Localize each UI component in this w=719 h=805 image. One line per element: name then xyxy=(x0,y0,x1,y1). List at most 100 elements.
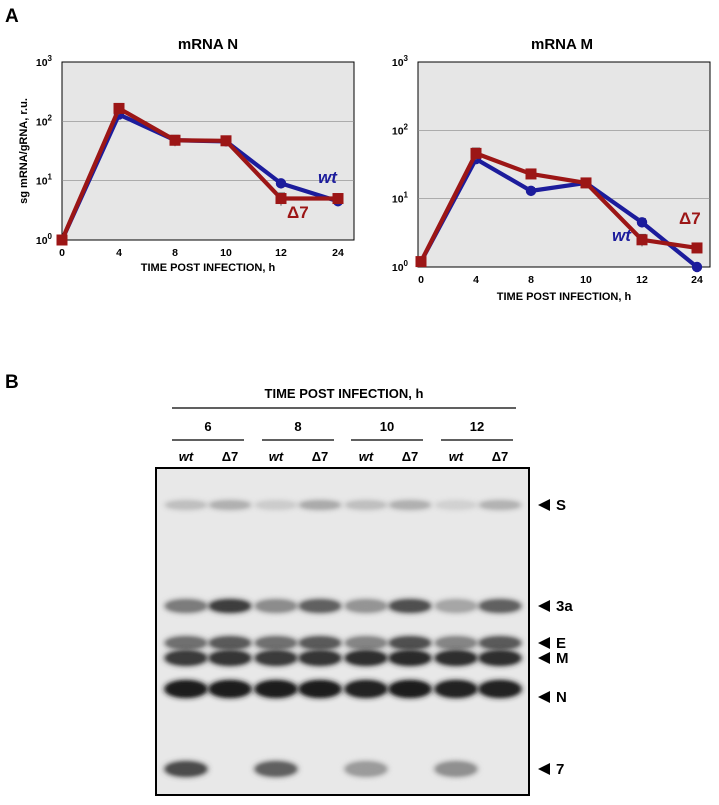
band-core xyxy=(257,638,295,648)
band-row-3a xyxy=(164,599,522,613)
x-tick-label: 4 xyxy=(116,247,122,259)
series-delta7 xyxy=(415,147,703,268)
band-core xyxy=(211,502,249,508)
band-core xyxy=(301,652,339,664)
arrow-left-icon xyxy=(538,499,550,511)
time-label: 10 xyxy=(380,419,394,434)
y-tick-label: 102 xyxy=(36,113,53,128)
chart-title: mRNA N xyxy=(178,36,238,53)
band-core xyxy=(301,601,339,611)
chart-mrna-m: mRNA M 100 101 102 103 0 4 8 10 12 24 TI… xyxy=(392,36,711,303)
series-layer xyxy=(56,102,344,246)
band-core xyxy=(257,601,295,611)
band-core xyxy=(211,652,249,664)
band-core xyxy=(347,682,385,696)
band-core xyxy=(167,638,205,648)
y-tick-label: 100 xyxy=(36,232,53,247)
band-core xyxy=(301,638,339,648)
data-point xyxy=(332,193,344,205)
band-row-M xyxy=(164,650,522,666)
data-point xyxy=(275,193,287,205)
legend-label-wt: wt xyxy=(612,226,632,245)
band-label: N xyxy=(556,689,567,706)
y-tick-label: 101 xyxy=(36,173,53,188)
y-tick-label: 101 xyxy=(392,191,409,206)
band-core xyxy=(347,502,385,508)
band-label: 7 xyxy=(556,761,564,778)
x-tick-label: 8 xyxy=(172,247,178,259)
x-tick-label: 10 xyxy=(580,274,592,286)
band-core xyxy=(481,601,519,611)
lane-label: wt xyxy=(359,449,374,464)
band-label: M xyxy=(556,650,569,667)
lane-label: Δ7 xyxy=(222,449,239,464)
x-tick-label: 8 xyxy=(528,274,534,286)
lane-label: wt xyxy=(449,449,464,464)
band-core xyxy=(391,652,429,664)
series-line xyxy=(60,106,338,241)
band-label: E xyxy=(556,635,566,652)
y-axis-label: sg mRNA/gRNA, r.u. xyxy=(18,98,30,204)
series-delta7 xyxy=(56,102,344,246)
x-tick-labels: 0 4 8 10 12 24 xyxy=(59,247,344,259)
band-core xyxy=(481,652,519,664)
data-point xyxy=(525,168,537,180)
time-label: 8 xyxy=(294,419,301,434)
band-core xyxy=(301,502,339,508)
band-core xyxy=(391,502,429,508)
blot-bands xyxy=(164,500,522,777)
band-core xyxy=(437,502,475,508)
data-point xyxy=(56,234,68,246)
chart-title: mRNA M xyxy=(531,36,593,53)
data-point xyxy=(415,256,427,268)
data-point xyxy=(275,178,287,189)
arrow-left-icon xyxy=(538,637,550,649)
blot-membrane xyxy=(156,468,529,795)
data-point xyxy=(636,234,648,246)
data-point xyxy=(525,185,537,197)
band-core xyxy=(437,763,475,775)
band-core xyxy=(167,601,205,611)
data-point xyxy=(580,177,592,189)
y-tick-label: 103 xyxy=(36,54,53,69)
y-tick-label: 102 xyxy=(392,122,409,137)
lane-label: Δ7 xyxy=(492,449,509,464)
band-core xyxy=(347,652,385,664)
band-core xyxy=(211,638,249,648)
x-tick-label: 24 xyxy=(691,274,703,286)
panel-b-letter: B xyxy=(5,372,19,393)
band-core xyxy=(481,682,519,696)
data-point xyxy=(113,102,125,114)
band-core xyxy=(437,638,475,648)
band-core xyxy=(391,601,429,611)
band-core xyxy=(437,652,475,664)
arrow-left-icon xyxy=(538,691,550,703)
band-row-S xyxy=(164,500,522,510)
band-core xyxy=(301,682,339,696)
x-tick-label: 0 xyxy=(418,274,424,286)
band-label: 3a xyxy=(556,598,573,615)
data-point xyxy=(470,147,482,159)
northern-blot xyxy=(155,467,530,796)
data-point xyxy=(220,135,232,147)
y-tick-label: 103 xyxy=(392,54,409,69)
lane-label: wt xyxy=(179,449,194,464)
band-core xyxy=(437,682,475,696)
lane-label: Δ7 xyxy=(312,449,329,464)
panel-a-letter: A xyxy=(5,6,19,27)
band-core xyxy=(167,682,205,696)
x-tick-label: 0 xyxy=(59,247,65,259)
legend-label-delta7: Δ7 xyxy=(679,209,701,228)
band-core xyxy=(391,682,429,696)
blot-header: TIME POST INFECTION, h 6 8 10 12 wt Δ7 w… xyxy=(172,386,516,464)
band-core xyxy=(481,638,519,648)
data-point xyxy=(691,261,703,273)
blot-frame xyxy=(155,467,530,796)
plot-area xyxy=(61,61,355,241)
band-core xyxy=(211,682,249,696)
band-label: S xyxy=(556,497,566,514)
band-core xyxy=(167,502,205,508)
band-row-E xyxy=(164,636,522,650)
band-core xyxy=(347,763,385,775)
